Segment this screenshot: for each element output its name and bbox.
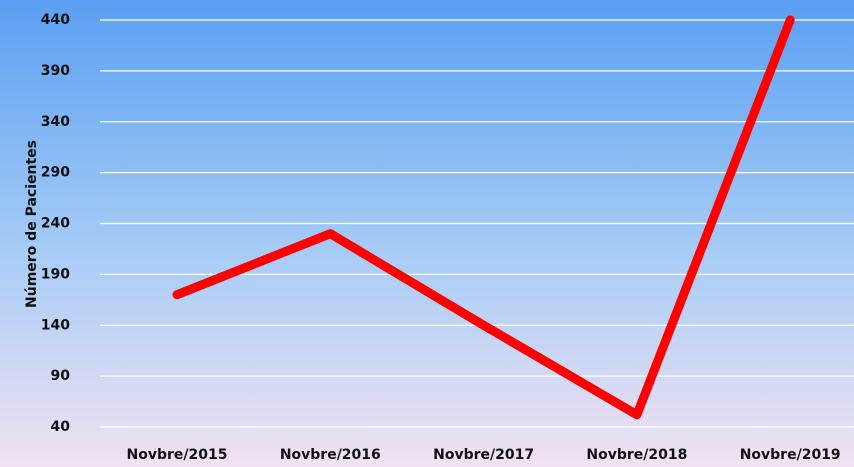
x-tick-label: Novbre/2017 <box>433 447 534 463</box>
x-tick-label: Novbre/2018 <box>586 447 687 463</box>
x-tick-label: Novbre/2016 <box>280 447 381 463</box>
y-axis-title: Número de Pacientes <box>24 140 40 308</box>
y-tick-label: 340 <box>41 114 70 130</box>
y-tick-label: 240 <box>41 216 70 232</box>
y-tick-label: 290 <box>41 165 70 181</box>
x-tick-label: Novbre/2015 <box>127 447 228 463</box>
y-tick-label: 440 <box>41 12 70 28</box>
y-tick-label: 40 <box>51 419 71 435</box>
line <box>172 15 795 420</box>
y-tick-label: 90 <box>51 368 71 384</box>
y-tick-label: 390 <box>41 63 70 79</box>
x-tick-label: Novbre/2019 <box>740 447 841 463</box>
y-tick-label: 140 <box>41 317 70 333</box>
y-tick-label: 190 <box>41 266 70 282</box>
